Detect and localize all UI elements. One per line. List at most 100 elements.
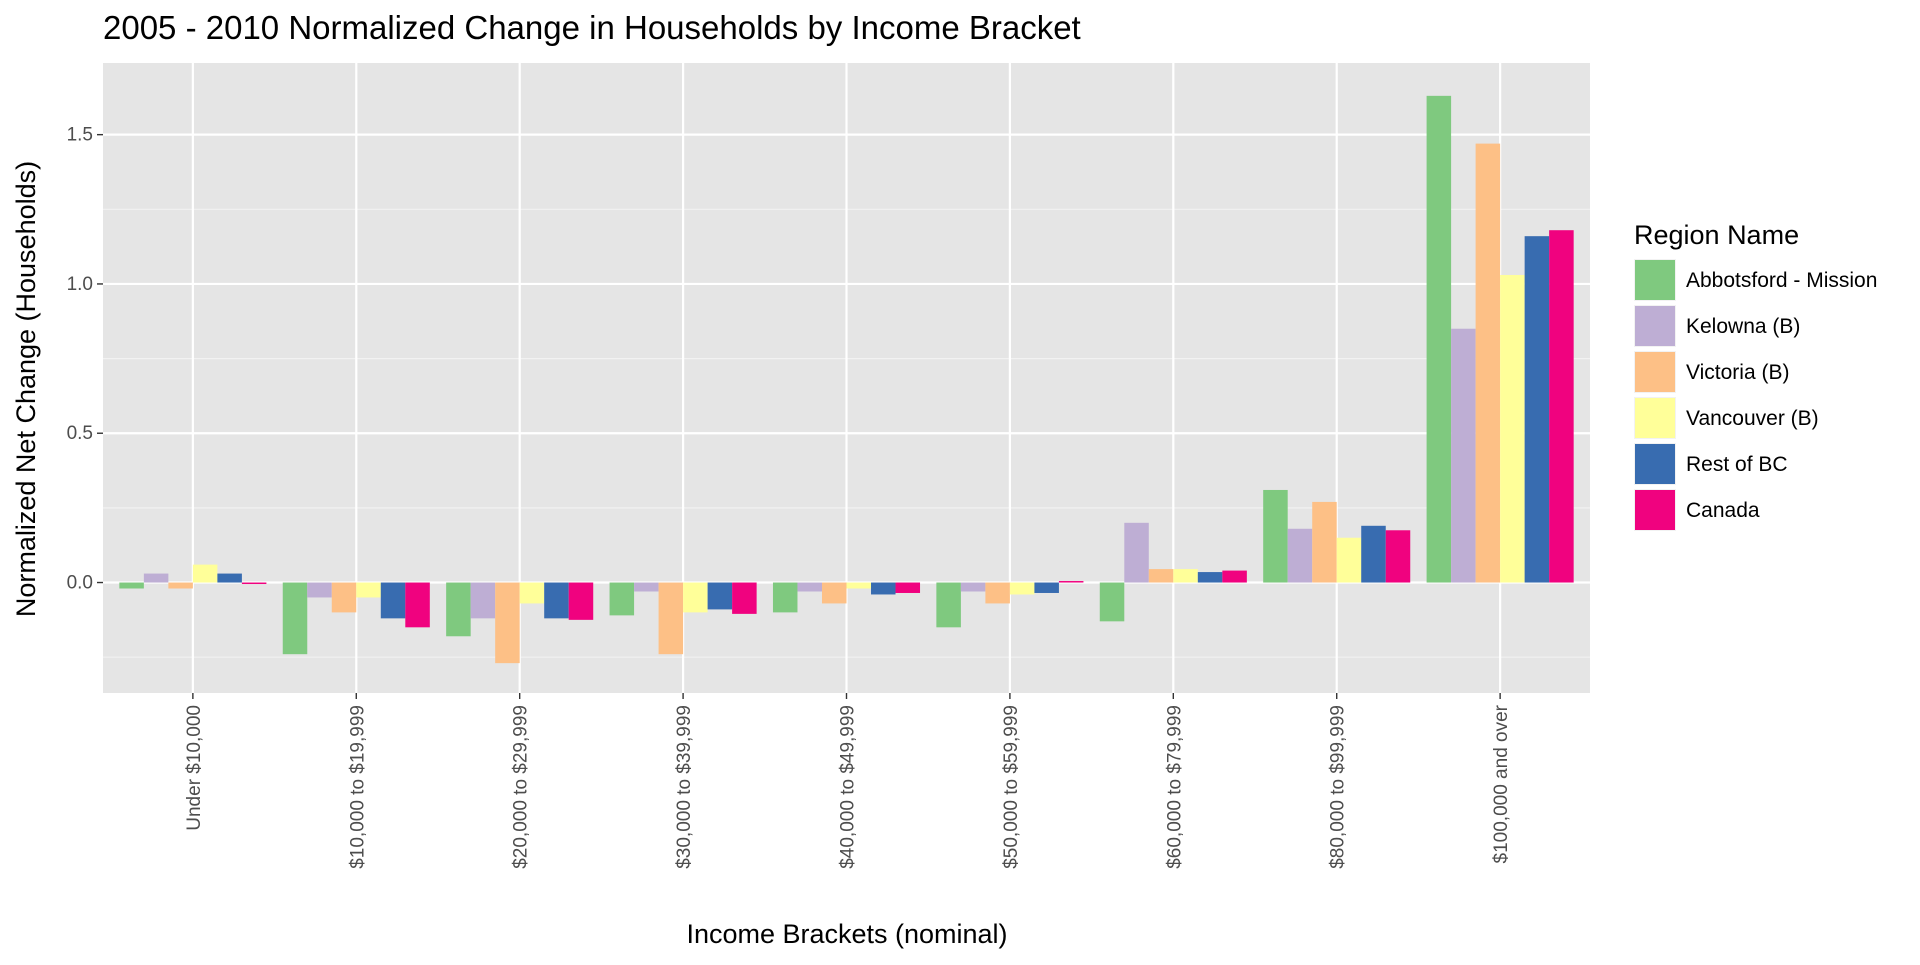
chart-title: 2005 - 2010 Normalized Change in Househo… <box>103 9 1081 46</box>
bar-4-8 <box>1524 236 1550 583</box>
bar-1-2 <box>470 582 496 619</box>
bar-0-8 <box>1426 95 1452 583</box>
x-tick-label-7: $80,000 to $99,999 <box>1328 705 1349 869</box>
legend-label-0: Abbotsford - Mission <box>1686 269 1877 292</box>
series-1 <box>143 328 1476 619</box>
bar-1-6 <box>1124 522 1149 583</box>
x-tick-label-8: $100,000 and over <box>1491 704 1512 863</box>
legend-label-5: Canada <box>1686 499 1760 522</box>
legend-item-5: Canada <box>1634 489 1760 531</box>
x-tick-label-3: $30,000 to $39,999 <box>674 705 695 869</box>
legend-swatch-5 <box>1635 490 1675 530</box>
bar-2-6 <box>1148 569 1174 583</box>
legend-item-1: Kelowna (B) <box>1634 305 1800 347</box>
legend-item-0: Abbotsford - Mission <box>1634 259 1877 301</box>
y-tick-label-3: 1.5 <box>67 125 93 146</box>
bar-0-7 <box>1263 489 1288 583</box>
axes-layer: 0.0 0.5 1.0 1.5 Under $10,000 $10,000 to $19,… <box>67 125 1513 869</box>
legend-swatch-3 <box>1635 398 1675 438</box>
series-0 <box>119 95 1452 655</box>
bar-3-8 <box>1500 274 1525 583</box>
legend-swatch-0 <box>1635 260 1675 300</box>
x-tick-label-0: Under $10,000 <box>184 705 205 831</box>
legend-item-3: Vancouver (B) <box>1634 397 1819 439</box>
legend-swatch-4 <box>1635 444 1675 484</box>
series-3 <box>192 274 1525 613</box>
bar-2-8 <box>1475 143 1501 583</box>
bar-1-8 <box>1451 328 1476 583</box>
bar-0-3 <box>609 582 635 616</box>
bar-0-4 <box>772 582 798 613</box>
bar-0-0 <box>119 582 144 589</box>
bar-0-5 <box>936 582 961 628</box>
bar-2-5 <box>985 582 1010 604</box>
bar-5-8 <box>1549 230 1574 583</box>
series-4 <box>217 236 1550 619</box>
bars-layer <box>119 95 1574 664</box>
bar-3-2 <box>519 582 545 604</box>
bar-1-4 <box>797 582 822 592</box>
bar-2-0 <box>168 582 193 589</box>
bar-0-6 <box>1099 582 1125 622</box>
bar-2-1 <box>331 582 357 613</box>
y-tick-label-2: 1.0 <box>67 274 93 295</box>
legend-label-4: Rest of BC <box>1686 453 1788 476</box>
bar-3-4 <box>846 582 872 589</box>
legend-label-3: Vancouver (B) <box>1686 407 1819 430</box>
x-tick-label-2: $20,000 to $29,999 <box>511 705 532 869</box>
bar-0-1 <box>282 582 308 655</box>
bar-4-4 <box>871 582 896 595</box>
x-tick-label-5: $50,000 to $59,999 <box>1001 705 1022 869</box>
bar-2-7 <box>1312 501 1337 583</box>
bar-4-7 <box>1361 525 1386 583</box>
bar-5-0 <box>241 582 267 585</box>
x-axis-title: Income Brackets (nominal) <box>686 919 1007 949</box>
bar-2-4 <box>821 582 847 604</box>
legend-title: Region Name <box>1634 220 1799 250</box>
bar-1-3 <box>634 582 659 592</box>
bar-0-2 <box>446 582 471 637</box>
bar-5-3 <box>732 582 757 614</box>
x-tick-label-4: $40,000 to $49,999 <box>838 705 859 869</box>
bar-1-5 <box>960 582 986 592</box>
legend-swatch-2 <box>1635 352 1675 392</box>
series-5 <box>241 230 1574 628</box>
bar-3-1 <box>356 582 381 598</box>
legend-swatch-1 <box>1635 306 1675 346</box>
x-tick-label-1: $10,000 to $19,999 <box>347 705 368 869</box>
bar-5-1 <box>405 582 430 628</box>
bar-4-1 <box>380 582 406 619</box>
y-axis-title: Normalized Net Change (Households) <box>11 161 41 617</box>
y-tick-label-1: 0.5 <box>67 423 93 444</box>
bar-1-7 <box>1287 528 1313 583</box>
bar-3-5 <box>1009 582 1035 595</box>
bar-2-3 <box>658 582 684 655</box>
bar-4-0 <box>217 573 242 583</box>
bar-2-2 <box>495 582 520 664</box>
legend-item-4: Rest of BC <box>1634 443 1788 485</box>
series-2 <box>168 143 1501 664</box>
bar-3-3 <box>683 582 708 613</box>
bar-1-0 <box>143 573 169 583</box>
y-tick-label-0: 0.0 <box>67 573 93 594</box>
bar-4-3 <box>707 582 733 610</box>
bar-5-5 <box>1058 581 1084 583</box>
bar-3-7 <box>1336 537 1362 583</box>
x-tick-label-6: $60,000 to $79,999 <box>1164 705 1185 869</box>
legend-label-2: Victoria (B) <box>1686 361 1789 384</box>
bar-4-5 <box>1034 582 1059 593</box>
bar-3-0 <box>192 564 218 583</box>
legend-item-2: Victoria (B) <box>1634 351 1789 393</box>
bar-4-6 <box>1197 572 1223 583</box>
bar-5-6 <box>1222 570 1247 583</box>
bar-5-7 <box>1385 530 1411 583</box>
bar-5-2 <box>568 582 594 620</box>
bar-1-1 <box>307 582 332 598</box>
bar-4-2 <box>544 582 569 619</box>
bar-5-4 <box>895 582 921 593</box>
bar-3-6 <box>1173 569 1198 583</box>
legend-label-1: Kelowna (B) <box>1686 315 1800 338</box>
legend: Abbotsford - Mission Kelowna (B) Victoria … <box>1634 259 1877 531</box>
